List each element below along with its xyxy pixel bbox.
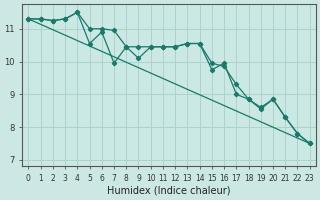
X-axis label: Humidex (Indice chaleur): Humidex (Indice chaleur) — [107, 186, 231, 196]
